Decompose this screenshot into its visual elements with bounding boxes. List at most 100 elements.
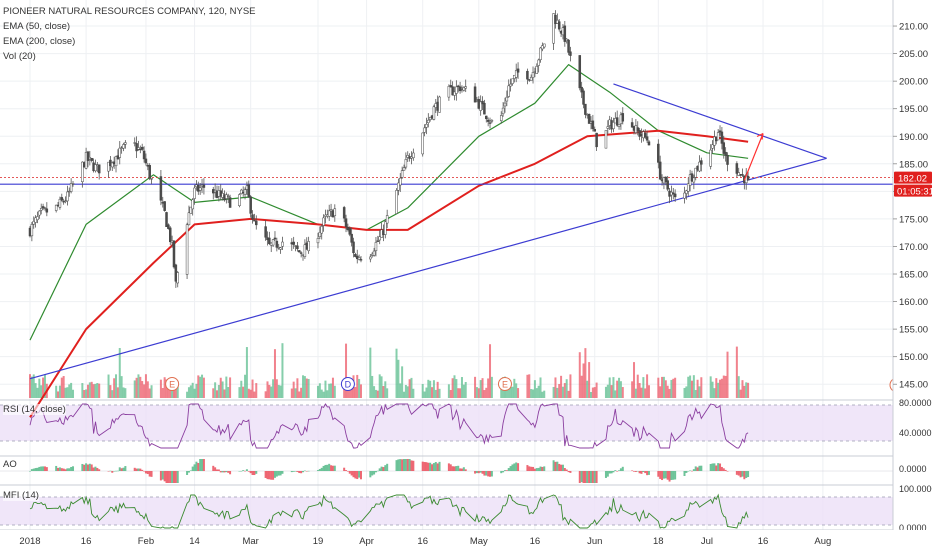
ao-bar	[189, 470, 192, 471]
ao-bar	[687, 471, 690, 472]
ao-bar	[29, 471, 31, 472]
ao-bar	[610, 471, 613, 474]
volume-bar	[40, 385, 43, 398]
ao-bar	[530, 466, 533, 471]
ao-bar	[144, 471, 147, 474]
candle-body	[438, 96, 441, 113]
price-tick-label: 165.00	[899, 270, 928, 281]
volume-bar	[590, 391, 592, 398]
volume-bar	[633, 362, 636, 398]
candle-body	[432, 106, 436, 120]
candle-body	[511, 78, 514, 84]
ao-bar	[64, 469, 67, 471]
volume-bar	[584, 348, 587, 398]
candle-body	[271, 239, 275, 246]
ao-bar	[174, 471, 177, 483]
volume-bar	[552, 386, 555, 398]
volume-bar	[745, 382, 748, 398]
volume-bar	[135, 377, 138, 398]
time-tick-label: Mar	[242, 536, 258, 547]
volume-bar	[425, 387, 428, 398]
ema200-line	[29, 129, 749, 418]
candle-body	[552, 13, 555, 44]
candle-body	[541, 45, 544, 50]
candle-body	[124, 142, 127, 145]
volume-bar	[726, 351, 729, 398]
candle-body	[636, 127, 639, 132]
ao-bar	[169, 471, 172, 483]
ao-bar	[436, 463, 439, 471]
trendline	[29, 157, 827, 380]
candle-body	[737, 172, 740, 176]
ao-bar	[685, 471, 688, 473]
ao-bar	[115, 470, 118, 472]
ao-bar	[509, 466, 512, 471]
ao-bar	[647, 471, 650, 475]
candle-body	[582, 90, 585, 105]
volume-bar	[399, 383, 402, 398]
volume-bar	[373, 386, 376, 398]
ao-bar	[460, 468, 463, 471]
volume-bar	[661, 376, 664, 398]
ao-bar	[569, 471, 572, 473]
volume-bar	[618, 377, 621, 398]
candle-body	[299, 252, 303, 254]
volume-bar	[586, 380, 589, 398]
candle-body	[402, 167, 406, 171]
volume-bar	[515, 383, 518, 398]
volume-bar	[560, 375, 563, 398]
volume-bar	[532, 389, 535, 398]
ao-bar	[526, 465, 529, 471]
volume-bar	[57, 391, 60, 398]
volume-bar	[172, 389, 175, 398]
ao-bar	[614, 470, 617, 471]
candle-body	[69, 183, 73, 192]
candle-body	[397, 182, 400, 191]
candle-body	[595, 132, 598, 148]
ao-bar	[447, 463, 450, 471]
ao-bar	[225, 471, 228, 473]
volume-bar	[644, 388, 647, 398]
volume-bar	[511, 386, 514, 398]
volume-bar	[683, 387, 686, 398]
volume-bar	[687, 376, 690, 398]
volume-bar	[255, 383, 258, 398]
ao-bar	[672, 471, 675, 480]
candle-body	[202, 184, 206, 188]
ao-bar	[481, 471, 484, 474]
candle-body	[718, 130, 722, 133]
candle-body	[473, 86, 477, 103]
ao-bar	[350, 471, 353, 476]
ao-bar	[116, 470, 119, 472]
volume-bar	[264, 391, 267, 398]
candle-body	[376, 240, 380, 242]
time-tick-label: 2018	[19, 536, 40, 547]
ao-bar	[300, 471, 303, 474]
time-tick-label: 18	[653, 536, 664, 547]
ao-bar	[745, 471, 748, 478]
ao-bar	[294, 471, 297, 472]
ao-bar	[176, 471, 179, 483]
candle-body	[400, 170, 404, 178]
candle-body	[90, 158, 93, 161]
candle-body	[587, 113, 591, 124]
time-tick-label: 14	[189, 536, 200, 547]
candle-body	[350, 233, 353, 243]
projection-arrowhead	[756, 132, 764, 140]
volume-bar	[55, 385, 58, 398]
ao-bar	[172, 471, 175, 483]
ao-bar	[163, 471, 166, 482]
volume-bar	[408, 379, 411, 398]
candle-body	[140, 146, 144, 150]
ao-bar	[636, 471, 639, 472]
candle-body	[159, 176, 163, 201]
ao-bar	[191, 466, 194, 471]
volume-bar	[118, 348, 121, 398]
ao-bar	[148, 471, 151, 477]
volume-bar	[331, 377, 334, 398]
volume-bar	[214, 382, 217, 398]
volume-bar	[137, 374, 140, 398]
price-tick-label: 170.00	[899, 242, 928, 253]
legend-ema50: EMA (50, close)	[3, 21, 71, 32]
